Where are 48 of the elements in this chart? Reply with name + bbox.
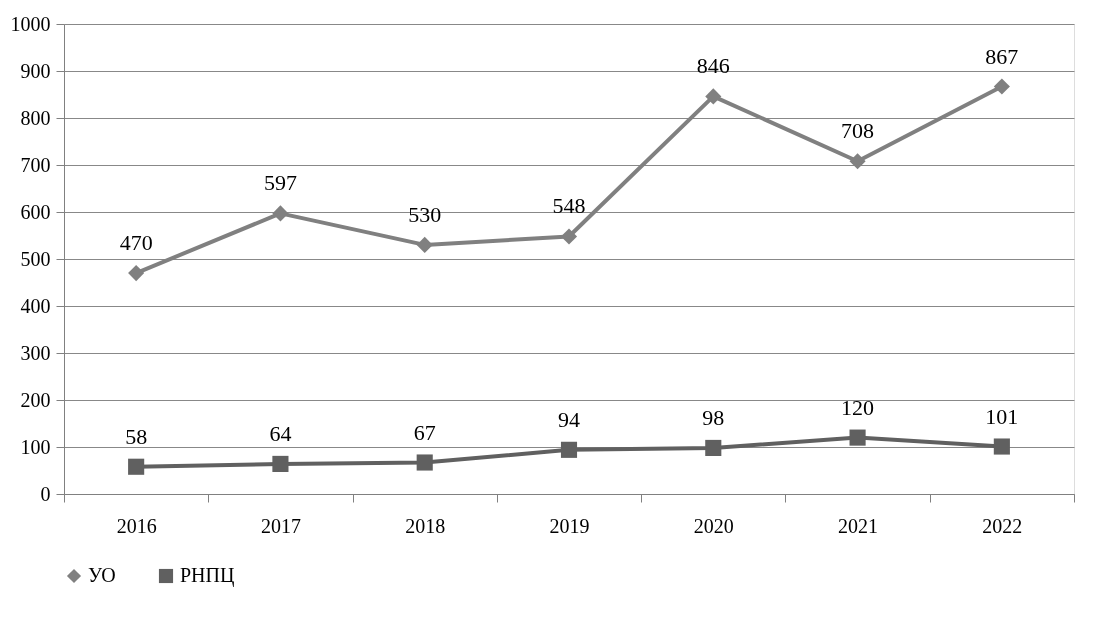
y-tick-label: 800 <box>20 106 51 129</box>
x-tick-label: 2018 <box>405 514 446 537</box>
x-tick-label: 2020 <box>693 514 734 537</box>
point <box>849 429 866 446</box>
x-tick-label: 2021 <box>838 514 879 537</box>
data-label: 597 <box>263 170 297 196</box>
y-tick-label: 0 <box>40 482 51 505</box>
point <box>705 439 722 456</box>
point <box>128 265 145 282</box>
data-label: 548 <box>552 193 586 219</box>
x-tick-label: 2016 <box>116 514 157 537</box>
data-label: 120 <box>841 394 875 420</box>
point <box>272 205 289 222</box>
y-tick-label: 400 <box>20 294 51 317</box>
y-tick-label: 900 <box>20 59 51 82</box>
data-label: 101 <box>985 403 1019 429</box>
x-tick-label: 2022 <box>982 514 1023 537</box>
data-label: 530 <box>408 201 442 227</box>
point <box>705 88 722 105</box>
x-tick-label: 2019 <box>549 514 590 537</box>
data-label: 867 <box>985 43 1019 69</box>
data-label: 94 <box>558 406 580 432</box>
legend-label: УО <box>88 564 116 586</box>
y-tick-label: 200 <box>20 388 51 411</box>
point <box>272 455 289 472</box>
point <box>128 458 145 475</box>
data-label: 708 <box>841 118 875 144</box>
y-tick-label: 700 <box>20 153 51 176</box>
point <box>560 441 578 458</box>
data-label: 58 <box>125 423 148 449</box>
y-tick-label: 500 <box>20 247 51 270</box>
point <box>560 228 578 245</box>
data-label: 64 <box>269 420 292 446</box>
data-label: 846 <box>696 53 730 79</box>
data-label: 67 <box>413 419 436 445</box>
point <box>416 454 433 471</box>
y-tick-label: 100 <box>20 435 51 458</box>
point <box>849 153 866 170</box>
data-label: 98 <box>702 404 725 430</box>
x-tick-label: 2017 <box>260 514 301 537</box>
data-label: 470 <box>119 230 153 256</box>
legend-label: РНПЦ <box>180 564 235 587</box>
point <box>993 438 1010 455</box>
point <box>993 78 1010 95</box>
point <box>416 236 433 253</box>
y-tick-label: 600 <box>20 200 51 223</box>
y-tick-label: 1000 <box>10 12 51 35</box>
y-tick-label: 300 <box>20 341 51 364</box>
